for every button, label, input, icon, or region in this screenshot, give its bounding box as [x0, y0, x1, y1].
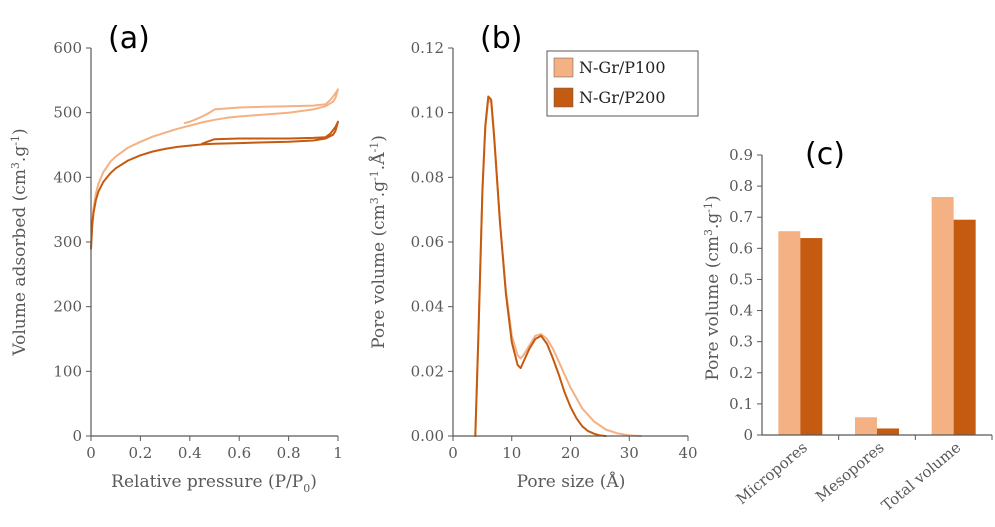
- panel-c-y-tick-label: 0.6: [729, 239, 753, 257]
- panel-a-y-tick-label: 500: [53, 104, 82, 122]
- legend-label-p100: N-Gr/P100: [579, 58, 666, 77]
- panel-c-category-label: Total volume: [878, 438, 964, 515]
- panel-b-series-p200-line: [474, 95, 607, 437]
- panel-c-bar-p100: [778, 231, 801, 435]
- panel-c-y-tick-label: 0.7: [729, 208, 753, 226]
- panel-a-x-tick-label: 0.6: [227, 444, 251, 462]
- panel-b-y-tick-label: 0.06: [411, 233, 444, 251]
- legend: N-Gr/P100 N-Gr/P200: [546, 50, 699, 117]
- panel-a-x-tick-label: 0.8: [277, 444, 301, 462]
- panel-a-label: (a): [108, 21, 150, 56]
- panel-c-label: (c): [805, 137, 845, 172]
- panel-c-category-label: Micropores: [733, 438, 811, 508]
- panel-b-label: (b): [480, 21, 522, 56]
- panel-a-y-tick-label: 100: [53, 362, 82, 380]
- panel-c-y-tick-label: 0: [743, 426, 753, 444]
- panel-b-y-tick-label: 0.08: [411, 168, 444, 186]
- panel-a-series-p200-line: [90, 120, 339, 250]
- panel-a-y-tick-label: 0: [72, 427, 82, 445]
- panel-b-series-p100-line: [474, 98, 642, 437]
- panel-a-y-axis-label: Volume adsorbed (cm3.g-1): [9, 128, 30, 356]
- panel-a-x-tick-label: 0.4: [178, 444, 202, 462]
- panel-a-x-tick-label: 0: [86, 444, 96, 462]
- panel-c-y-tick-label: 0.1: [729, 395, 753, 413]
- panel-c-category-label: Mesopores: [812, 438, 887, 505]
- panel-c-y-tick-label: 0.8: [729, 177, 753, 195]
- panel-b-y-tick-label: 0.04: [411, 298, 444, 316]
- panel-b-x-tick-label: 30: [620, 444, 639, 462]
- panel-b-x-tick-label: 40: [678, 444, 697, 462]
- panel-b-y-tick-label: 0.12: [411, 39, 444, 57]
- panel-b-x-tick-label: 20: [561, 444, 580, 462]
- panel-c-bar-p200: [953, 219, 976, 435]
- panel-c: (c) 0 0.1 0.2 0.3 0.4 0.5 0.6 0.7 0.8 0.9 Micropo…: [702, 137, 993, 515]
- panel-b-y-tick-label: 0.02: [411, 362, 444, 380]
- panel-c-bar-p200: [877, 428, 899, 435]
- legend-swatch-p100: [553, 57, 574, 78]
- panel-c-bar-p100: [855, 417, 877, 435]
- panel-c-y-tick-label: 0.4: [729, 302, 753, 320]
- panel-b-x-tick-label: 10: [502, 444, 521, 462]
- panel-b-x-ticks: 0 10 20 30 40: [448, 436, 698, 462]
- legend-swatch-p200: [553, 87, 574, 108]
- panel-c-bar-p100: [931, 197, 954, 435]
- panel-a-x-axis-label: Relative pressure (P/P0): [111, 472, 317, 495]
- panel-a-y-ticks: 0 100 200 300 400 500 600: [53, 39, 91, 445]
- panel-c-y-tick-label: 0.2: [729, 364, 753, 382]
- panel-c-bars: [778, 197, 976, 435]
- panel-b-y-tick-label: 0.00: [411, 427, 444, 445]
- panel-a-y-tick-label: 600: [53, 39, 82, 57]
- panel-c-y-tick-label: 0.3: [729, 333, 753, 351]
- panel-a-x-tick-label: 0.2: [128, 444, 152, 462]
- panel-a-x-tick-label: 1: [333, 444, 343, 462]
- panel-b-series: [474, 95, 642, 437]
- legend-label-p200: N-Gr/P200: [579, 88, 666, 107]
- panel-a-y-tick-label: 200: [53, 298, 82, 316]
- panel-a-series: [90, 88, 339, 250]
- panel-b-y-axis-label: Pore volume (cm3.g-1.Å-1): [368, 135, 389, 349]
- panel-b-y-tick-label: 0.10: [411, 104, 444, 122]
- panel-b-y-ticks: 0.00 0.02 0.04 0.06 0.08 0.10 0.12: [411, 39, 453, 445]
- panel-b-x-axis-label: Pore size (Å): [517, 471, 626, 492]
- panel-c-bar-p200: [800, 238, 823, 435]
- panel-b: (b) 0.00 0.02 0.04 0.06 0.08 0.10 0.12 0 10 20 30…: [368, 21, 699, 492]
- panel-a-y-tick-label: 400: [53, 168, 82, 186]
- panel-c-y-tick-label: 0.5: [729, 270, 753, 288]
- panel-c-y-axis-label: Pore volume (cm3.g-1): [702, 195, 723, 380]
- panel-a-y-tick-label: 300: [53, 233, 82, 251]
- panel-a-x-ticks: 0 0.2 0.4 0.6 0.8 1: [86, 436, 343, 462]
- panel-c-y-tick-label: 0.9: [729, 146, 753, 164]
- panel-c-y-ticks: 0 0.1 0.2 0.3 0.4 0.5 0.6 0.7 0.8 0.9: [729, 146, 762, 444]
- panel-a: (a) 0 100 200 300 400 500 600 0 0.2 0.4 0.6 0.8 1 R…: [9, 21, 343, 495]
- panel-b-x-tick-label: 0: [448, 444, 458, 462]
- panel-a-series-p100-line: [90, 88, 339, 250]
